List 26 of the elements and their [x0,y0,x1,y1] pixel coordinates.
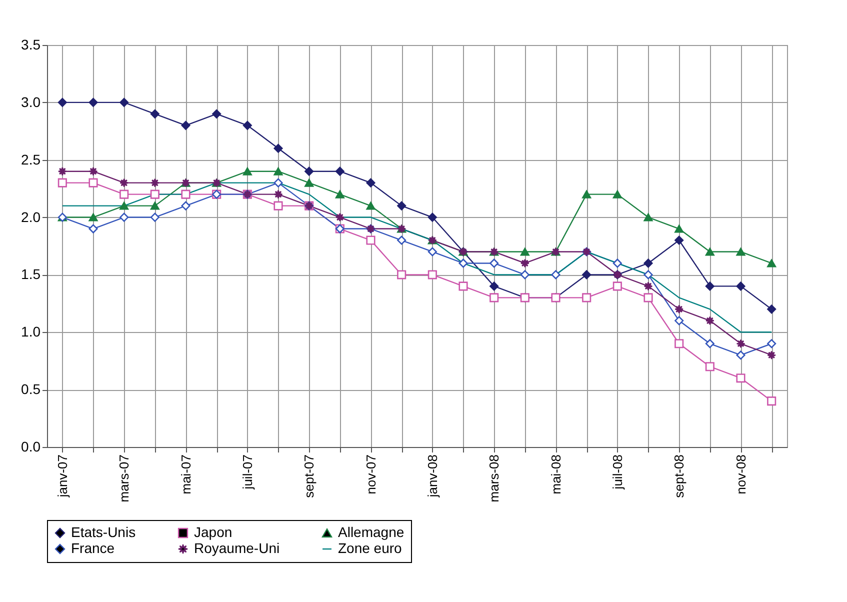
y-tick-label: 3.5 [21,36,41,52]
x-tick-label: nov-08 [733,454,748,494]
legend-label: France [71,540,115,556]
x-tick-label: juil-07 [240,454,255,490]
y-tick-label: 2.0 [21,208,41,225]
y-tick-label: 0.0 [21,438,41,454]
x-tick-label: janv-08 [424,454,440,498]
x-tick-label: sept-07 [302,454,317,498]
x-tick-label: mai-07 [178,454,194,494]
x-tick-label: juil-08 [610,454,625,490]
x-tick-label: mars-08 [486,454,502,502]
y-tick-label: 1.0 [21,324,41,340]
x-tick-label: mars-07 [116,454,132,502]
legend-label: Allemagne [338,524,404,540]
y-tick-label: 2.5 [21,151,41,168]
x-tick-label: janv-07 [54,454,70,498]
x-tick-label: nov-07 [363,454,378,494]
legend-label: Japon [194,524,232,540]
y-tick-label: 1.5 [21,266,41,282]
legend-label: Zone euro [338,540,402,556]
x-tick-label: mai-08 [548,454,564,494]
y-tick-label: 3.0 [21,94,41,110]
y-tick-label: 0.5 [21,381,41,398]
legend-label: Etats-Unis [71,524,136,540]
legend-label: Royaume-Uni [194,540,280,556]
x-tick-label: sept-08 [672,454,687,498]
